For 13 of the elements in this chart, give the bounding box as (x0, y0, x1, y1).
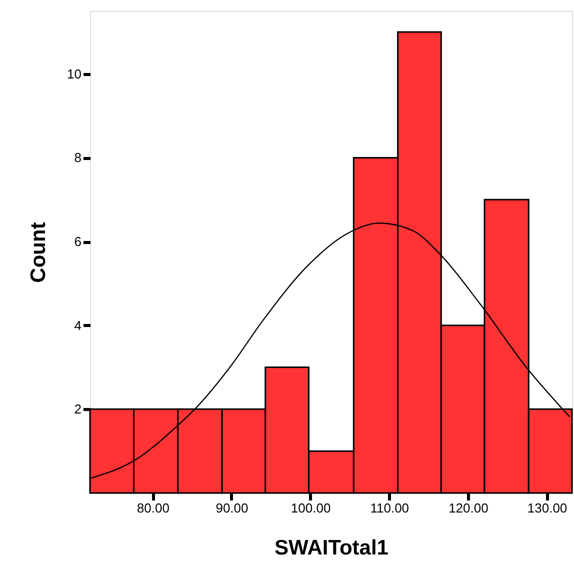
y-tick-label: 10 (67, 66, 82, 82)
y-axis-title: Count (27, 222, 50, 283)
y-tick-label: 4 (74, 318, 82, 333)
y-tick-label: 6 (74, 234, 82, 250)
y-tick-label: 2 (74, 402, 82, 417)
x-tick-label: 130.00 (527, 500, 568, 516)
x-axis-title: SWAITotal1 (274, 536, 389, 560)
x-tick-label: 120.00 (448, 500, 488, 516)
x-tick-label: 100.00 (290, 500, 331, 516)
x-tick-label: 110.00 (370, 500, 410, 516)
x-tick-label: 80.00 (136, 500, 170, 516)
x-tick-label: 90.00 (216, 500, 248, 516)
y-tick-label: 8 (74, 150, 82, 166)
